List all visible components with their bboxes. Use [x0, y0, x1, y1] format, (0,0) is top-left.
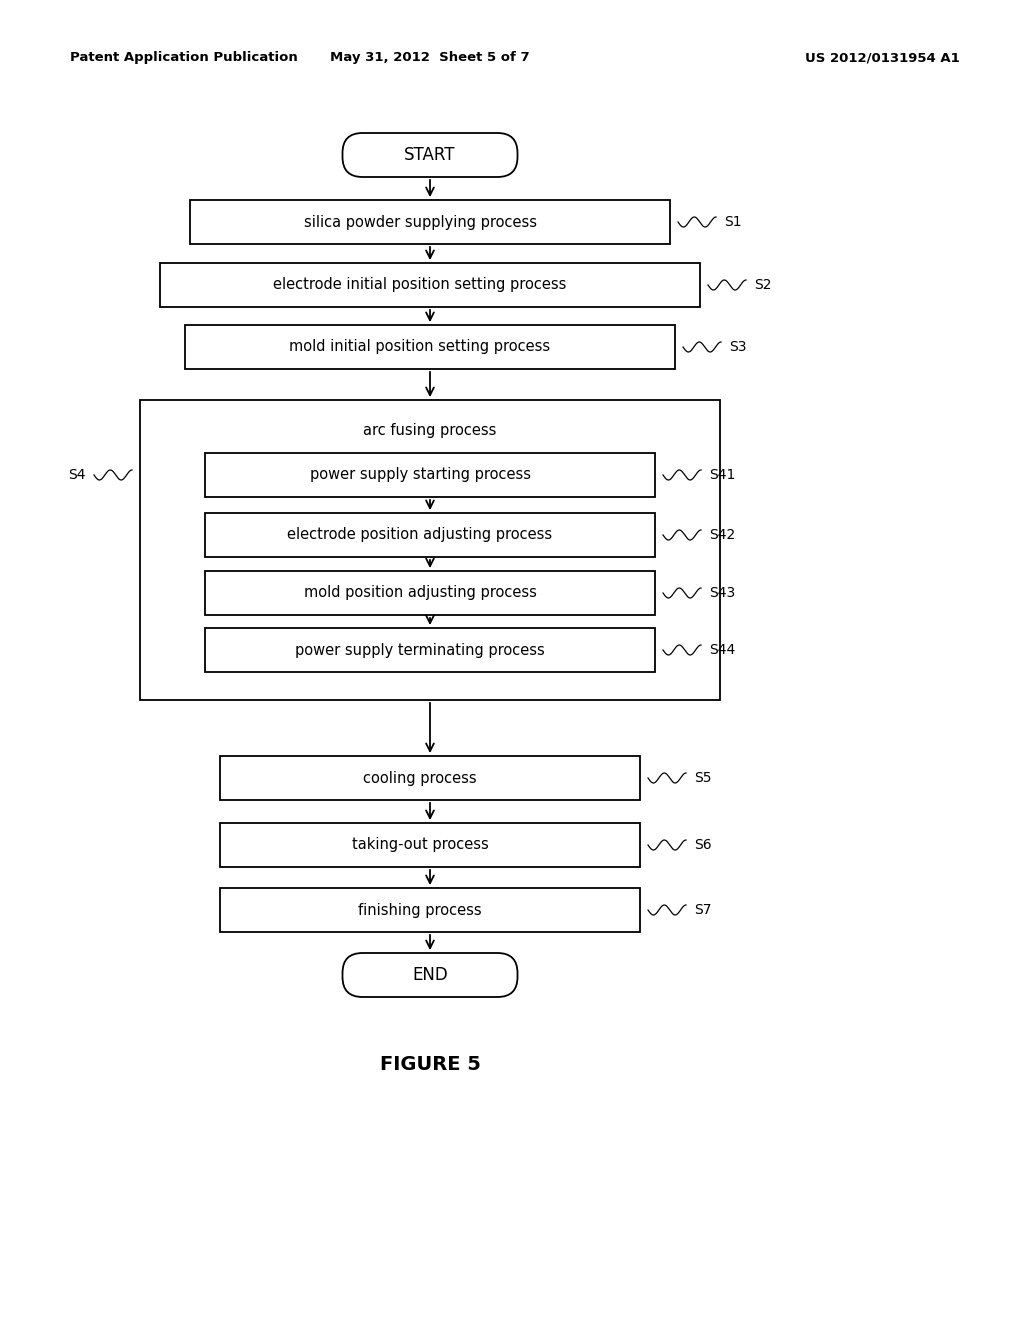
Text: S5: S5 [694, 771, 712, 785]
Bar [190, 201, 670, 244]
Bar [160, 263, 700, 308]
Text: FIGURE 5: FIGURE 5 [380, 1056, 480, 1074]
Bar [205, 453, 655, 498]
Text: US 2012/0131954 A1: US 2012/0131954 A1 [805, 51, 961, 65]
Text: S2: S2 [754, 279, 771, 292]
Bar [185, 325, 675, 370]
Bar [220, 888, 640, 932]
Bar [205, 628, 655, 672]
FancyBboxPatch shape [342, 953, 517, 997]
Text: S6: S6 [694, 838, 712, 851]
Text: S7: S7 [694, 903, 712, 917]
Bar [205, 513, 655, 557]
Bar [205, 572, 655, 615]
Text: S44: S44 [709, 643, 735, 657]
Text: S43: S43 [709, 586, 735, 601]
Text: mold initial position setting process: mold initial position setting process [290, 339, 551, 355]
Text: finishing process: finishing process [358, 903, 482, 917]
Text: cooling process: cooling process [364, 771, 477, 785]
Text: May 31, 2012  Sheet 5 of 7: May 31, 2012 Sheet 5 of 7 [330, 51, 529, 65]
FancyBboxPatch shape [342, 133, 517, 177]
Text: taking-out process: taking-out process [351, 837, 488, 853]
Text: S3: S3 [729, 341, 746, 354]
Bar [140, 400, 720, 700]
Text: electrode position adjusting process: electrode position adjusting process [288, 528, 553, 543]
Text: S4: S4 [69, 469, 86, 482]
Text: S42: S42 [709, 528, 735, 543]
Bar [220, 822, 640, 867]
Text: Patent Application Publication: Patent Application Publication [70, 51, 298, 65]
Bar [220, 756, 640, 800]
Text: silica powder supplying process: silica powder supplying process [303, 214, 537, 230]
Text: S41: S41 [709, 469, 735, 482]
Text: arc fusing process: arc fusing process [364, 422, 497, 437]
Text: electrode initial position setting process: electrode initial position setting proce… [273, 277, 566, 293]
Text: power supply terminating process: power supply terminating process [295, 643, 545, 657]
Text: S1: S1 [724, 215, 741, 228]
Text: power supply starting process: power supply starting process [309, 467, 530, 483]
Text: START: START [404, 147, 456, 164]
Text: END: END [412, 966, 447, 983]
Text: mold position adjusting process: mold position adjusting process [303, 586, 537, 601]
